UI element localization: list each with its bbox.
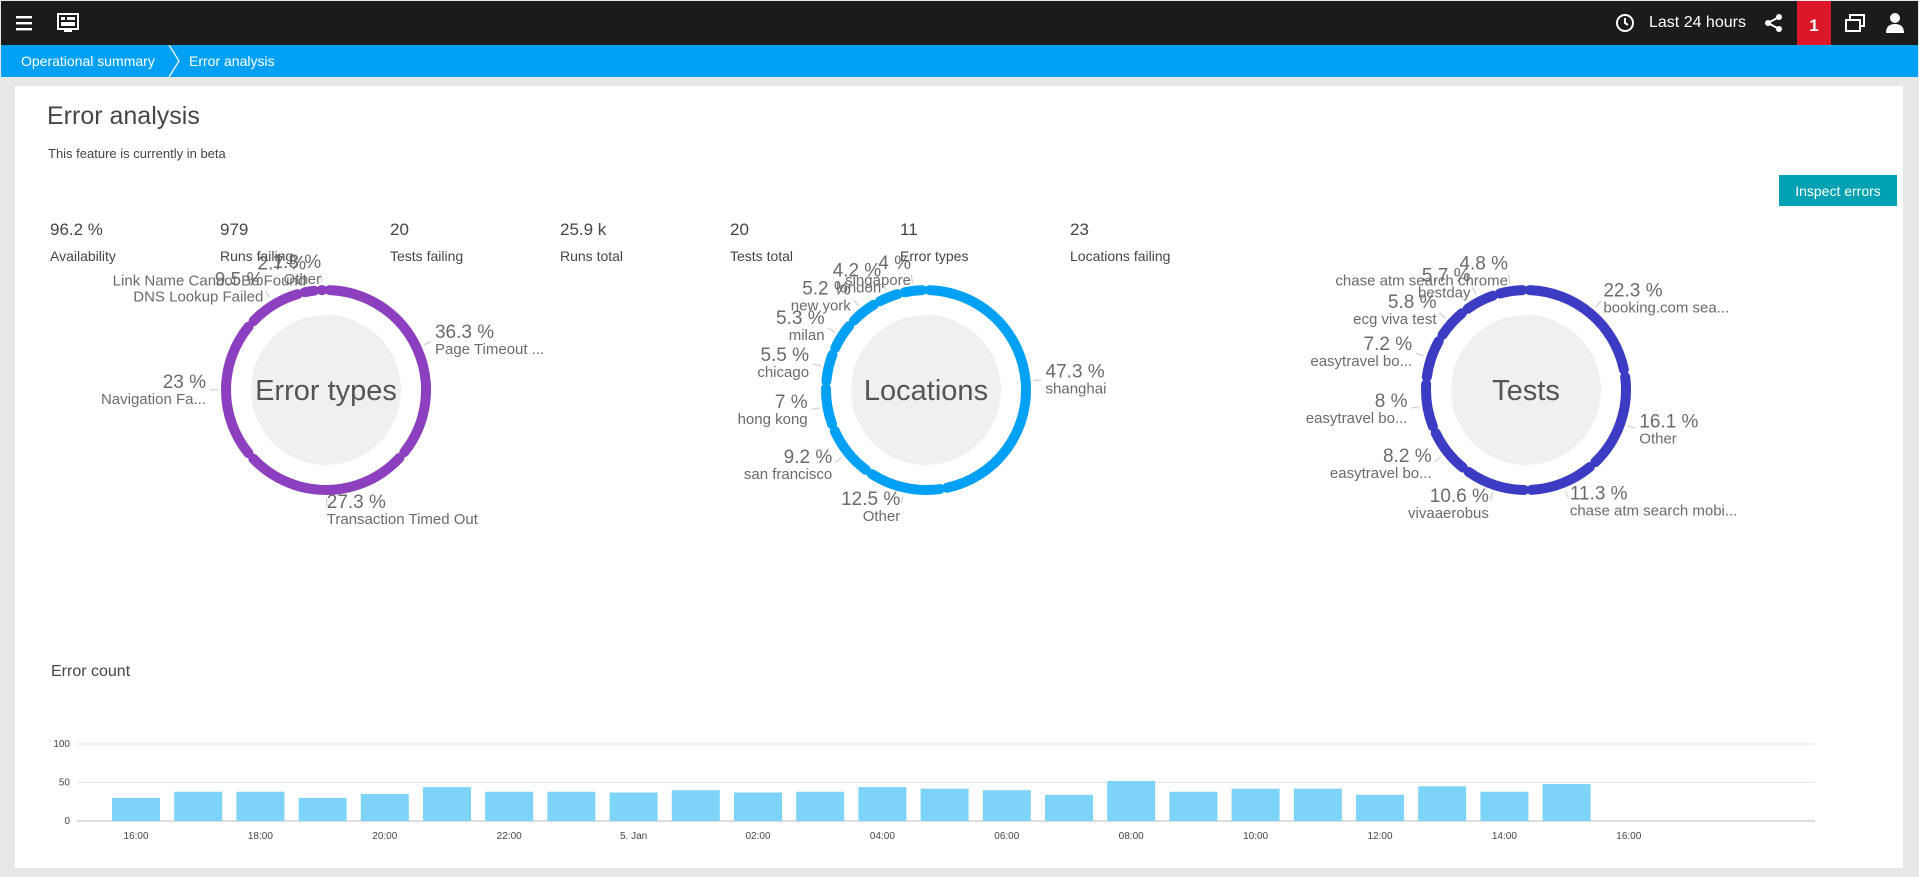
bar[interactable] <box>734 792 782 821</box>
bar[interactable] <box>920 788 969 821</box>
metric-label: Tests failing <box>390 248 464 264</box>
x-tick-label: 12:00 <box>1367 831 1392 842</box>
metric-label: Locations failing <box>1070 248 1171 264</box>
metric-label: Runs failing <box>220 248 294 264</box>
x-tick-label: 16:00 <box>1616 831 1641 842</box>
metric-value: 23 <box>1070 220 1089 239</box>
metric-tests-failing: 20 Tests failing <box>390 220 550 264</box>
error-count-chart: 100 50 0 16:00 18:00 20:00 22:00 5. Jan 02:00 04:… <box>53 739 1815 842</box>
bar[interactable] <box>609 792 658 821</box>
x-tick-label: 06:00 <box>994 831 1019 842</box>
breadcrumb: Operational summary Error analysis <box>1 45 1918 77</box>
x-tick-label: 20:00 <box>372 831 397 842</box>
metric-availability: 96.2 % Availability <box>50 220 210 264</box>
breadcrumb-operational-summary[interactable]: Operational summary <box>21 53 155 69</box>
metric-value: 20 <box>390 220 409 239</box>
bar[interactable] <box>547 791 596 821</box>
bar[interactable] <box>360 794 409 821</box>
x-tick-label: 16:00 <box>123 831 148 842</box>
x-tick-label: 22:00 <box>497 831 522 842</box>
metric-value: 979 <box>220 220 249 239</box>
bar[interactable] <box>1107 780 1156 821</box>
dashboard-icon[interactable] <box>56 12 80 34</box>
menu-icon[interactable] <box>13 12 35 34</box>
bar[interactable] <box>671 790 720 821</box>
y-tick-label: 50 <box>59 778 71 789</box>
x-tick-label: 5. Jan <box>620 831 647 842</box>
metric-value: 11 <box>900 220 918 239</box>
bar[interactable] <box>1045 794 1093 821</box>
x-tick-label: 04:00 <box>870 831 895 842</box>
metric-runs-total: 25.9 k Runs total <box>560 220 720 264</box>
x-tick-label: 10:00 <box>1243 831 1268 842</box>
error-count-title: Error count <box>51 663 131 680</box>
bar[interactable] <box>485 791 534 821</box>
x-tick-label: 18:00 <box>248 831 273 842</box>
problems-count: 1 <box>1809 16 1819 35</box>
share-icon[interactable] <box>1763 12 1785 34</box>
metric-label: Tests total <box>730 248 794 264</box>
timeframe-label: Last 24 hours <box>1649 14 1746 31</box>
bar[interactable] <box>1356 794 1404 821</box>
metric-tests-total: 20 Tests total <box>730 220 890 264</box>
breadcrumb-error-analysis[interactable]: Error analysis <box>189 53 275 69</box>
metric-error-types: 11 Error types <box>900 220 1060 264</box>
problems-badge[interactable]: 1 <box>1797 1 1831 45</box>
top-navigation-bar: Last 24 hours 1 <box>1 1 1918 45</box>
metric-locations-failing: 23 Locations failing <box>1070 220 1230 264</box>
bar[interactable] <box>1542 784 1591 821</box>
beta-notice: This feature is currently in beta <box>48 146 226 161</box>
metric-runs-failing: 979 Runs failing <box>220 220 380 264</box>
metric-value: 25.9 k <box>560 220 607 239</box>
bar[interactable] <box>858 787 907 821</box>
bar[interactable] <box>1418 786 1467 821</box>
metric-label: Runs total <box>560 248 624 264</box>
x-tick-label: 02:00 <box>745 831 770 842</box>
y-tick-label: 100 <box>53 739 70 750</box>
inspect-errors-button[interactable]: Inspect errors <box>1779 175 1897 206</box>
metric-value: 20 <box>730 220 749 239</box>
bar[interactable] <box>1293 788 1342 821</box>
timeframe-selector[interactable]: Last 24 hours <box>1615 12 1746 34</box>
y-tick-label: 0 <box>64 816 70 827</box>
x-tick-label: 14:00 <box>1492 831 1517 842</box>
metric-label: Error types <box>900 248 969 264</box>
x-tick-label: 08:00 <box>1119 831 1144 842</box>
bar[interactable] <box>298 797 347 821</box>
bar[interactable] <box>982 790 1031 821</box>
main-panel: Error analysis This feature is currently… <box>15 86 1903 868</box>
bar[interactable] <box>1169 791 1218 821</box>
windows-icon[interactable] <box>1843 12 1867 34</box>
breadcrumb-separator-icon <box>168 45 180 77</box>
bar[interactable] <box>236 791 285 821</box>
bar[interactable] <box>1231 788 1280 821</box>
bar[interactable] <box>174 791 223 821</box>
bar[interactable] <box>1480 791 1529 821</box>
bar[interactable] <box>423 787 471 821</box>
page-title: Error analysis <box>47 102 200 130</box>
clock-icon <box>1616 14 1634 32</box>
metric-label: Availability <box>50 248 116 264</box>
metric-value: 96.2 % <box>50 220 103 239</box>
bar[interactable] <box>796 791 845 821</box>
user-icon[interactable] <box>1884 11 1906 35</box>
bar[interactable] <box>112 797 160 821</box>
